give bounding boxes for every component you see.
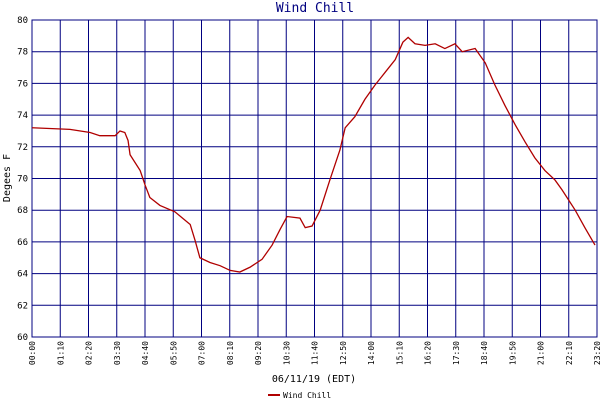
y-tick-label: 62 — [17, 301, 28, 311]
x-tick-label: 19:50 — [508, 341, 517, 365]
y-tick-label: 80 — [17, 16, 28, 26]
x-tick-label: 04:40 — [141, 341, 150, 365]
y-tick-label: 72 — [17, 143, 28, 153]
x-tick-label: 18:40 — [480, 341, 489, 365]
x-tick-label: 16:20 — [424, 341, 433, 365]
y-tick-label: 66 — [17, 238, 28, 248]
x-tick-label: 02:20 — [85, 341, 94, 365]
x-tick-label: 00:00 — [28, 341, 37, 365]
x-tick-label: 15:10 — [395, 341, 404, 365]
x-tick-label: 22:10 — [565, 341, 574, 365]
x-tick-label: 10:30 — [282, 341, 291, 365]
data-line — [31, 36, 596, 273]
x-tick-label: 09:20 — [254, 341, 263, 365]
y-tick-label: 68 — [17, 206, 28, 216]
chart-title: Wind Chill — [276, 1, 354, 16]
x-tick-label: 21:00 — [537, 341, 546, 365]
x-axis-label: 06/11/19 (EDT) — [272, 374, 356, 385]
x-tick-label: 03:30 — [113, 341, 122, 365]
x-tick-label: 14:00 — [367, 341, 376, 365]
legend-label: Wind Chill — [283, 391, 331, 400]
x-tick-label: 05:50 — [169, 341, 178, 365]
y-tick-label: 70 — [17, 175, 28, 185]
x-tick-label: 12:50 — [339, 341, 348, 365]
y-tick-label: 78 — [17, 48, 28, 58]
y-tick-label: 64 — [17, 270, 28, 280]
y-tick-label: 60 — [17, 333, 28, 343]
y-axis-label: Degees F — [2, 154, 13, 202]
x-tick-label: 07:00 — [198, 341, 207, 365]
y-tick-label: 76 — [17, 79, 28, 89]
x-tick-label: 23:20 — [593, 341, 600, 365]
x-tick-label: 17:30 — [452, 341, 461, 365]
y-tick-label: 74 — [17, 111, 28, 121]
x-tick-label: 08:10 — [226, 341, 235, 365]
x-tick-label: 01:10 — [56, 341, 65, 365]
x-tick-label: 11:40 — [311, 341, 320, 365]
